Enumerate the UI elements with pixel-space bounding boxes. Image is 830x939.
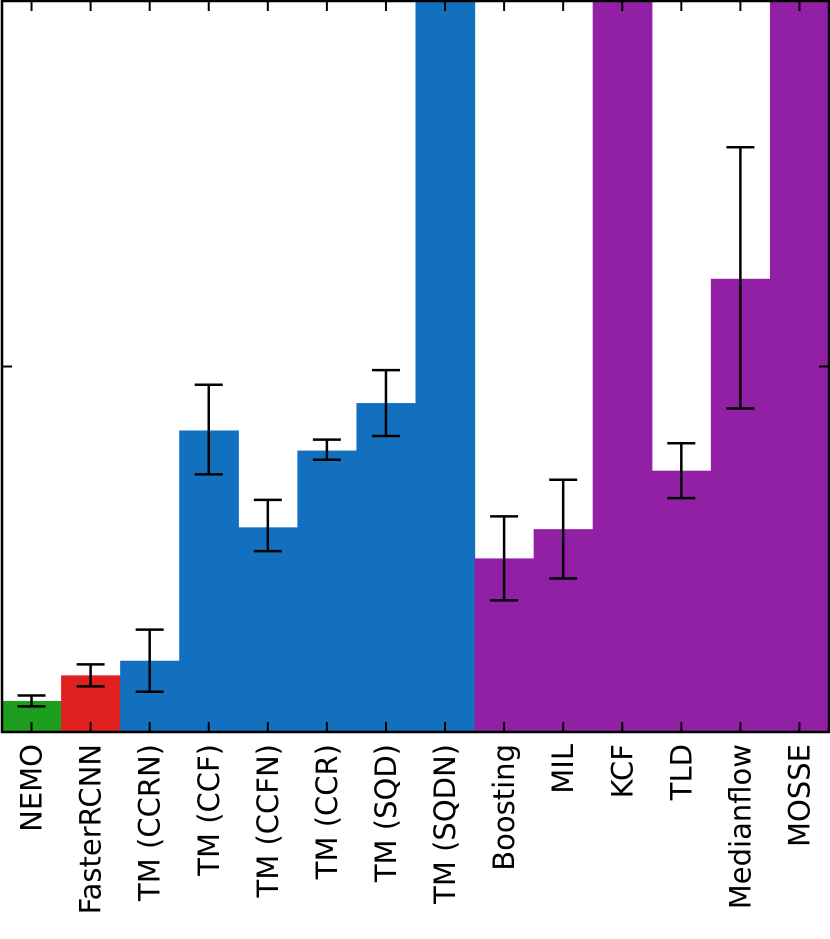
bar-tm-ccf — [179, 430, 239, 732]
error-bar-nemo — [17, 694, 46, 708]
x-tick-labels: NEMO FasterRCNN TM (CCRN) TM (CCF) TM (CCFN)… — [15, 744, 817, 914]
bar-tm-ccfn — [238, 527, 298, 732]
bar-tm-ccr — [297, 450, 358, 732]
bar-tm-sqd — [356, 403, 417, 732]
error-bar-tm-ccr — [312, 438, 341, 461]
error-bar-fasterrcnn — [76, 663, 105, 688]
x-label-tm-ccrn: TM (CCRN) — [133, 744, 167, 902]
bars-layer — [2, 1, 830, 732]
error-bar-medianflow — [726, 145, 755, 410]
error-bar-tm-ccrn — [135, 628, 164, 694]
x-label-fasterrcnn: FasterRCNN — [74, 744, 108, 914]
bar-tm-sqdn — [415, 1, 476, 732]
axes-layer — [0, 0, 830, 734]
error-bar-tld — [667, 442, 696, 500]
x-label-tld: TLD — [664, 744, 698, 801]
error-bar-tm-ccf — [194, 383, 223, 476]
x-label-tm-sqdn: TM (SQDN) — [428, 744, 462, 905]
error-bar-tm-ccfn — [253, 498, 282, 553]
x-label-mosse: MOSSE — [782, 744, 816, 847]
x-label-boosting: Boosting — [487, 744, 521, 871]
bar-kcf — [592, 1, 653, 732]
x-label-tm-ccr: TM (CCR) — [310, 744, 344, 880]
bar-tld — [651, 470, 712, 732]
error-bar-boosting — [490, 515, 519, 602]
x-label-nemo: NEMO — [15, 744, 49, 832]
error-bar-mil — [549, 478, 578, 580]
x-label-mil: MIL — [546, 744, 580, 794]
x-label-medianflow: Medianflow — [723, 744, 757, 909]
errorbars-layer — [17, 145, 755, 708]
x-label-tm-sqd: TM (SQD) — [369, 744, 403, 883]
x-label-kcf: KCF — [605, 744, 639, 798]
error-bar-tm-sqd — [371, 368, 400, 438]
x-label-tm-ccf: TM (CCF) — [192, 744, 226, 877]
x-label-tm-ccfn: TM (CCFN) — [251, 744, 285, 898]
